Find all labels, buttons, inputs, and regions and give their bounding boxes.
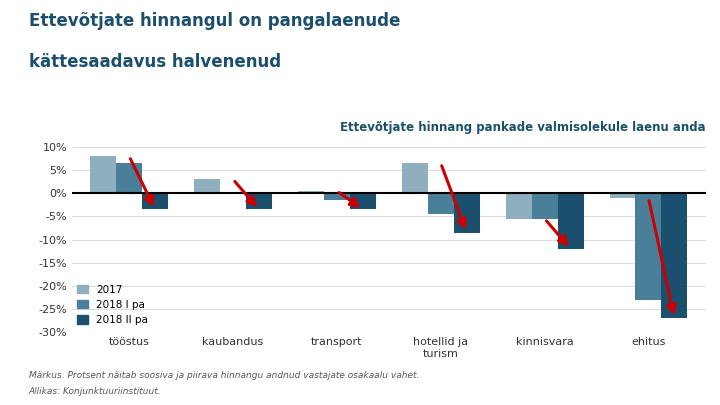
Bar bbox=[636, 193, 662, 300]
Text: Märkus. Protsent näitab soosiva ja piirava hinnangu andnud vastajate osakaalu va: Märkus. Protsent näitab soosiva ja piira… bbox=[29, 371, 419, 379]
Text: Allikas: Konjunktuuriinstituut.: Allikas: Konjunktuuriinstituut. bbox=[29, 387, 161, 396]
Text: Ettevõtjate hinnang pankade valmisolekule laenu anda: Ettevõtjate hinnang pankade valmisolekul… bbox=[340, 122, 706, 134]
Text: Ettevõtjate hinnangul on pangalaenude: Ettevõtjate hinnangul on pangalaenude bbox=[29, 12, 400, 30]
Legend: 2017, 2018 I pa, 2018 II pa: 2017, 2018 I pa, 2018 II pa bbox=[77, 285, 148, 325]
Bar bbox=[402, 163, 428, 193]
Bar bbox=[505, 193, 531, 219]
Bar bbox=[142, 193, 168, 209]
Bar bbox=[116, 163, 142, 193]
Bar bbox=[246, 193, 272, 209]
Bar bbox=[428, 193, 454, 214]
Text: kättesaadavus halvenenud: kättesaadavus halvenenud bbox=[29, 53, 281, 70]
Bar bbox=[90, 156, 116, 193]
Bar bbox=[194, 179, 220, 193]
Bar bbox=[454, 193, 480, 232]
Bar bbox=[324, 193, 350, 200]
Bar bbox=[610, 193, 636, 198]
Bar bbox=[350, 193, 376, 209]
Bar bbox=[531, 193, 557, 219]
Bar bbox=[662, 193, 688, 318]
Bar bbox=[298, 191, 324, 193]
Bar bbox=[557, 193, 583, 249]
